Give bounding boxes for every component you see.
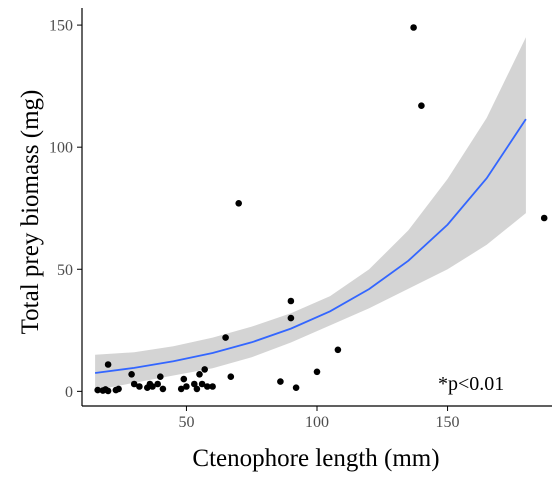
data-point-19 [183,383,190,390]
x-axis-title: Ctenophore length (mm) [192,445,439,472]
data-point-14 [154,380,161,388]
fit-line [94,118,527,374]
data-point-32 [287,314,295,322]
data-point-7 [115,385,122,393]
data-point-18 [180,375,188,383]
fit-line-layer [94,118,527,374]
data-point-10 [136,383,143,390]
y-tick-label-50: 50 [57,262,73,279]
data-point-20 [191,380,198,388]
data-point-8 [128,371,135,378]
x-tick-label-100: 100 [305,414,329,431]
y-tick-label-100: 100 [49,140,73,157]
data-point-13 [149,383,156,390]
data-point-24 [201,366,208,373]
data-point-9 [130,380,138,388]
data-point-16 [159,385,167,393]
data-point-21 [193,385,201,393]
data-point-4 [104,387,112,395]
data-point-31 [287,297,295,305]
data-points-layer [94,24,548,395]
data-point-37 [418,102,425,109]
x-tick-label-150: 150 [436,414,460,431]
confidence-band [95,37,526,391]
data-point-36 [410,24,417,31]
data-point-34 [313,368,321,376]
data-point-27 [222,334,229,341]
data-point-17 [177,385,185,393]
y-tick-label-150: 150 [49,18,73,35]
data-point-33 [292,384,300,392]
data-point-38 [540,214,548,222]
data-point-30 [277,378,284,385]
data-point-26 [209,383,216,390]
significance-annotation: *p<0.01 [438,373,504,395]
data-point-22 [196,371,203,378]
data-point-28 [227,373,235,381]
data-point-1 [94,386,101,394]
y-axis-title: Total prey biomass (mg) [17,90,44,335]
confidence-band-layer [95,37,526,391]
data-point-23 [198,380,206,388]
y-tick-label-0: 0 [65,384,73,401]
data-point-29 [235,200,242,207]
ticks-layer: 50 100 150 0 50 100 150 [49,18,460,431]
data-point-35 [334,346,342,354]
data-point-25 [204,383,211,390]
x-tick-label-50: 50 [178,414,194,431]
data-point-15 [157,373,164,381]
data-point-5 [104,361,112,368]
